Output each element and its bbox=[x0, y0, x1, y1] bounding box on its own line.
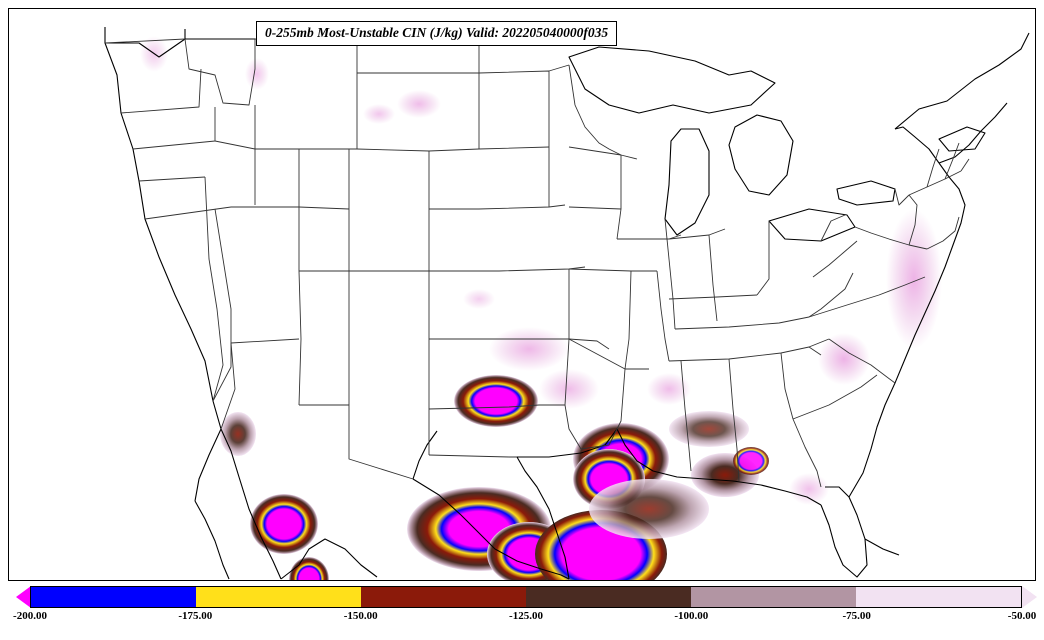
colorbar-tick-5: -75.00 bbox=[842, 610, 871, 622]
rio-grande-border bbox=[412, 478, 570, 580]
canada-east-coast bbox=[894, 32, 1030, 130]
colorbar-segment-2 bbox=[361, 587, 526, 607]
colorbar-over-arrow bbox=[1022, 586, 1037, 608]
map-title: 0-255mb Most-Unstable CIN (J/kg) Valid: … bbox=[256, 21, 618, 46]
colorbar-tick-labels: -200.00 -175.00 -150.00 -125.00 -100.00 -75.0… bbox=[8, 610, 1036, 630]
great-lakes-huron bbox=[728, 114, 794, 196]
colorbar-tick-0: -200.00 bbox=[13, 610, 47, 622]
colorbar-segment-1 bbox=[196, 587, 361, 607]
colorbar-segment-0 bbox=[31, 587, 196, 607]
colorbar-tick-3: -125.00 bbox=[509, 610, 543, 622]
us-east-coast bbox=[848, 162, 966, 498]
colorbar: -200.00 -175.00 -150.00 -125.00 -100.00 -75.0… bbox=[8, 586, 1037, 632]
great-lakes-erie bbox=[768, 208, 856, 242]
great-lakes-superior bbox=[568, 46, 776, 114]
map-canvas bbox=[104, 27, 1030, 580]
colorbar-segment-5 bbox=[856, 587, 1021, 607]
colorbar-tick-1: -175.00 bbox=[178, 610, 213, 622]
map-frame: 0-255mb Most-Unstable CIN (J/kg) Valid: … bbox=[8, 8, 1036, 581]
gulf-coast-mexico bbox=[516, 456, 570, 580]
great-lakes-michigan bbox=[664, 128, 710, 236]
florida-peninsula bbox=[820, 486, 868, 578]
us-west-coast bbox=[104, 42, 222, 502]
geographic-borders bbox=[104, 27, 1030, 580]
great-lakes-ontario bbox=[836, 180, 896, 206]
colorbar-tick-4: -100.00 bbox=[674, 610, 709, 622]
us-gulf-coast bbox=[517, 428, 822, 506]
colorbar-segment-4 bbox=[691, 587, 856, 607]
cin-shaded-field bbox=[140, 36, 942, 580]
colorbar-tick-6: -50.00 bbox=[1007, 610, 1037, 622]
colorbar-under-arrow bbox=[16, 586, 31, 608]
colorbar-segment-3 bbox=[526, 587, 691, 607]
us-canada-border bbox=[104, 27, 186, 58]
baja-california bbox=[220, 428, 282, 580]
colorbar-gradient bbox=[30, 586, 1022, 608]
colorbar-tick-2: -150.00 bbox=[343, 610, 378, 622]
